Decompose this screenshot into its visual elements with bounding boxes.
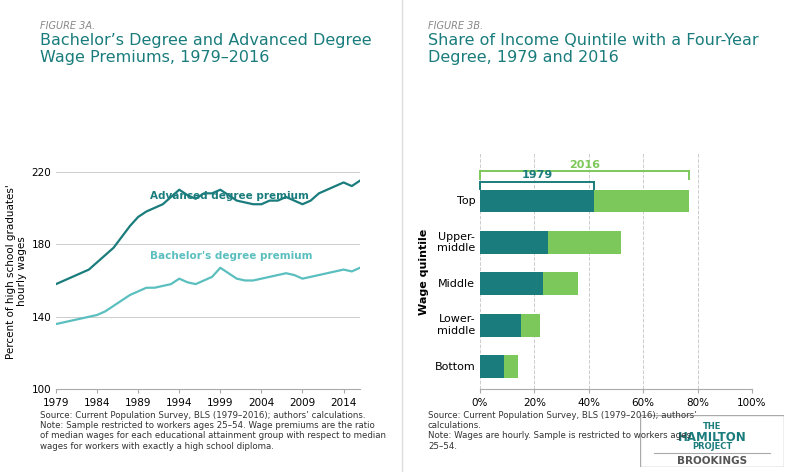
Text: PROJECT: PROJECT (692, 442, 732, 451)
Text: FIGURE 3A.: FIGURE 3A. (40, 21, 95, 31)
Text: 2016: 2016 (570, 160, 600, 169)
Bar (480, 231, 548, 254)
Bar (548, 231, 622, 254)
Bar (480, 314, 521, 337)
Text: Source: Current Population Survey, BLS (1979–2016); authors’
calculations.
Note:: Source: Current Population Survey, BLS (… (428, 411, 697, 451)
Text: Bachelor's degree premium: Bachelor's degree premium (150, 251, 313, 261)
Text: BROOKINGS: BROOKINGS (677, 455, 747, 465)
Bar (505, 355, 518, 378)
Bar (480, 355, 505, 378)
Text: HAMILTON: HAMILTON (678, 430, 746, 444)
Bar (480, 272, 542, 295)
Text: FIGURE 3B.: FIGURE 3B. (428, 21, 483, 31)
Bar (521, 314, 540, 337)
Bar (480, 190, 594, 212)
Y-axis label: Percent of high school graduates'
hourly wages: Percent of high school graduates' hourly… (6, 184, 27, 359)
FancyBboxPatch shape (640, 415, 784, 467)
Text: Share of Income Quintile with a Four-Year
Degree, 1979 and 2016: Share of Income Quintile with a Four-Yea… (428, 33, 758, 66)
Text: Advanced degree premium: Advanced degree premium (150, 191, 310, 201)
Text: THE: THE (703, 422, 721, 431)
Text: Bachelor’s Degree and Advanced Degree
Wage Premiums, 1979–2016: Bachelor’s Degree and Advanced Degree Wa… (40, 33, 372, 66)
Text: Source: Current Population Survey, BLS (1979–2016); authors’ calculations.
Note:: Source: Current Population Survey, BLS (… (40, 411, 386, 451)
Bar (594, 190, 690, 212)
Bar (542, 272, 578, 295)
Text: 1979: 1979 (522, 170, 553, 180)
Y-axis label: Wage quintile: Wage quintile (419, 228, 429, 314)
